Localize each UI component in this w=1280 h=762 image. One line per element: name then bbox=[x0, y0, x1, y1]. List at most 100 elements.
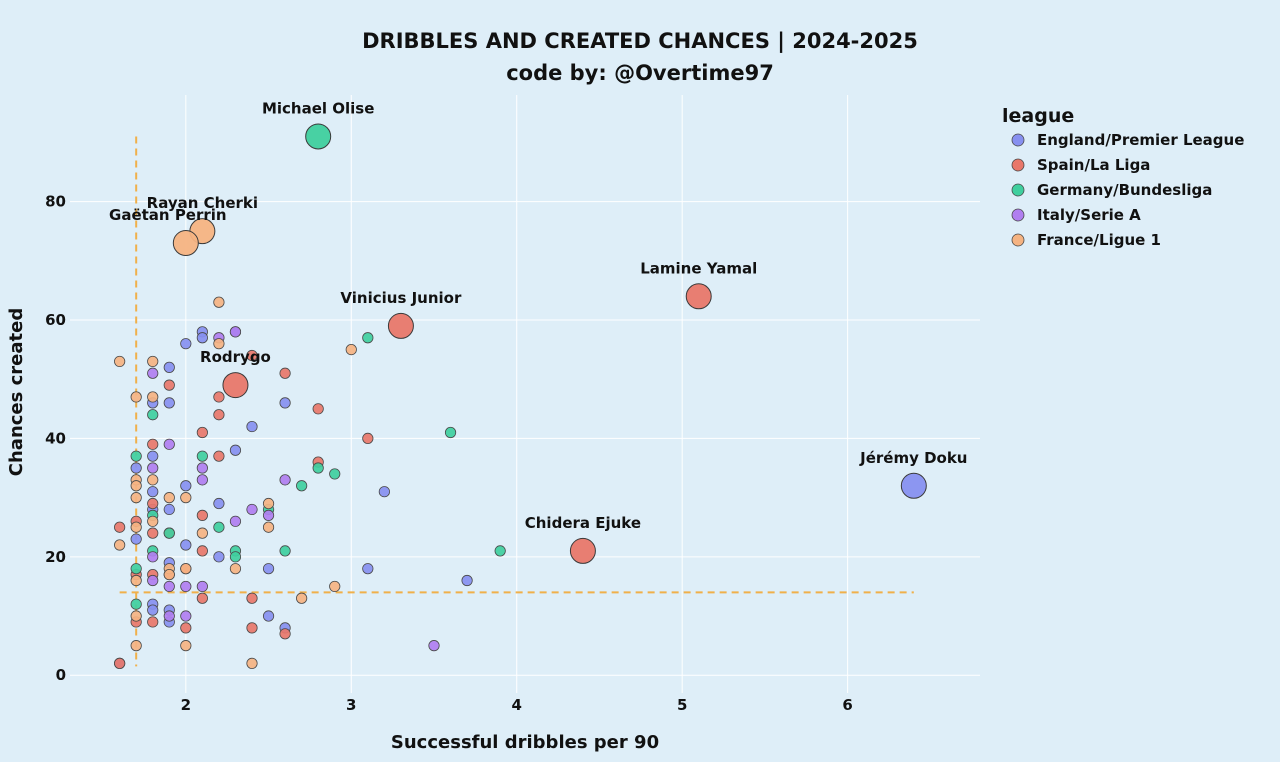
legend-marker bbox=[1011, 158, 1025, 172]
data-point bbox=[213, 497, 225, 510]
data-point bbox=[279, 628, 291, 640]
data-point bbox=[147, 574, 159, 587]
data-point bbox=[163, 361, 175, 373]
data-point bbox=[262, 497, 275, 510]
data-point bbox=[180, 563, 192, 575]
data-point bbox=[180, 480, 192, 492]
data-point bbox=[296, 592, 308, 604]
data-point bbox=[147, 486, 159, 498]
data-point bbox=[246, 420, 258, 433]
data-point bbox=[246, 592, 258, 604]
player-label: Gaëtan Perrin bbox=[109, 206, 227, 224]
x-tick-label: 5 bbox=[677, 696, 687, 714]
grid-lines bbox=[70, 95, 980, 693]
data-point bbox=[196, 462, 208, 474]
data-point bbox=[147, 527, 159, 539]
data-point bbox=[196, 450, 208, 462]
legend-item-label: England/Premier League bbox=[1037, 131, 1244, 149]
legend: league England/Premier League Spain/La Li… bbox=[1002, 105, 1244, 249]
data-point bbox=[362, 432, 374, 445]
data-point bbox=[180, 338, 192, 350]
data-point bbox=[329, 580, 341, 593]
data-point bbox=[196, 580, 208, 593]
data-point bbox=[130, 521, 142, 533]
data-point bbox=[147, 355, 159, 368]
data-point bbox=[312, 462, 324, 474]
data-point bbox=[163, 568, 175, 581]
data-point bbox=[229, 326, 242, 338]
data-point bbox=[147, 450, 159, 462]
data-point bbox=[114, 521, 126, 533]
data-point bbox=[279, 474, 291, 486]
legend-marker bbox=[1011, 183, 1025, 197]
data-point bbox=[147, 462, 159, 474]
data-point bbox=[362, 332, 374, 344]
data-point bbox=[180, 622, 192, 634]
legend-marker bbox=[1011, 208, 1025, 222]
data-point bbox=[163, 610, 175, 622]
data-point bbox=[196, 474, 208, 486]
highlighted-point bbox=[900, 472, 927, 499]
data-points bbox=[114, 296, 506, 669]
data-point bbox=[262, 610, 275, 622]
data-point bbox=[180, 539, 192, 551]
data-point bbox=[279, 397, 291, 409]
data-point bbox=[196, 509, 208, 521]
data-point bbox=[196, 545, 208, 557]
data-point bbox=[163, 438, 175, 450]
data-point bbox=[163, 503, 175, 516]
player-label: Chidera Ejuke bbox=[525, 514, 641, 532]
data-point bbox=[130, 492, 142, 504]
y-axis-title: Chances created bbox=[6, 308, 27, 476]
data-point bbox=[213, 450, 225, 462]
highlighted-point bbox=[569, 537, 596, 564]
data-point bbox=[428, 640, 440, 652]
x-axis-title: Successful dribbles per 90 bbox=[391, 732, 659, 753]
highlighted-point bbox=[172, 230, 199, 257]
y-tick-label: 60 bbox=[45, 311, 66, 329]
data-point bbox=[147, 515, 159, 527]
data-point bbox=[147, 409, 159, 421]
data-point bbox=[246, 657, 258, 669]
player-label: Rodrygo bbox=[200, 348, 271, 366]
data-point bbox=[213, 409, 225, 421]
data-point bbox=[114, 539, 126, 551]
data-point bbox=[296, 480, 308, 492]
data-point bbox=[312, 403, 324, 415]
x-tick-label: 2 bbox=[181, 696, 191, 714]
data-point bbox=[163, 492, 175, 504]
data-point bbox=[362, 563, 374, 575]
data-point bbox=[196, 426, 208, 439]
data-point bbox=[279, 545, 291, 557]
data-point bbox=[130, 640, 142, 652]
data-point bbox=[196, 592, 208, 604]
data-point bbox=[246, 622, 258, 634]
chart-title: DRIBBLES AND CREATED CHANCES | 2024-2025 bbox=[362, 29, 918, 54]
data-point bbox=[114, 355, 126, 368]
legend-item-label: France/Ligue 1 bbox=[1037, 231, 1161, 249]
player-label: Vinicius Junior bbox=[340, 289, 462, 307]
data-point bbox=[147, 551, 159, 563]
x-tick-label: 6 bbox=[842, 696, 852, 714]
player-label: Lamine Yamal bbox=[640, 259, 757, 277]
y-tick-label: 0 bbox=[56, 666, 66, 684]
data-point bbox=[246, 503, 258, 516]
data-point bbox=[461, 574, 473, 587]
player-label: Michael Olise bbox=[262, 99, 374, 117]
chart-subtitle: code by: @Overtime97 bbox=[506, 61, 774, 85]
legend-marker bbox=[1011, 233, 1025, 247]
data-point bbox=[147, 367, 159, 379]
x-tick-label: 3 bbox=[346, 696, 356, 714]
data-point bbox=[494, 545, 506, 557]
data-point bbox=[163, 580, 175, 593]
data-point bbox=[213, 391, 225, 403]
data-point bbox=[180, 492, 192, 504]
data-point bbox=[229, 563, 242, 575]
data-point bbox=[262, 521, 275, 533]
data-point bbox=[444, 426, 457, 439]
data-point bbox=[130, 610, 142, 622]
data-point bbox=[229, 551, 242, 563]
